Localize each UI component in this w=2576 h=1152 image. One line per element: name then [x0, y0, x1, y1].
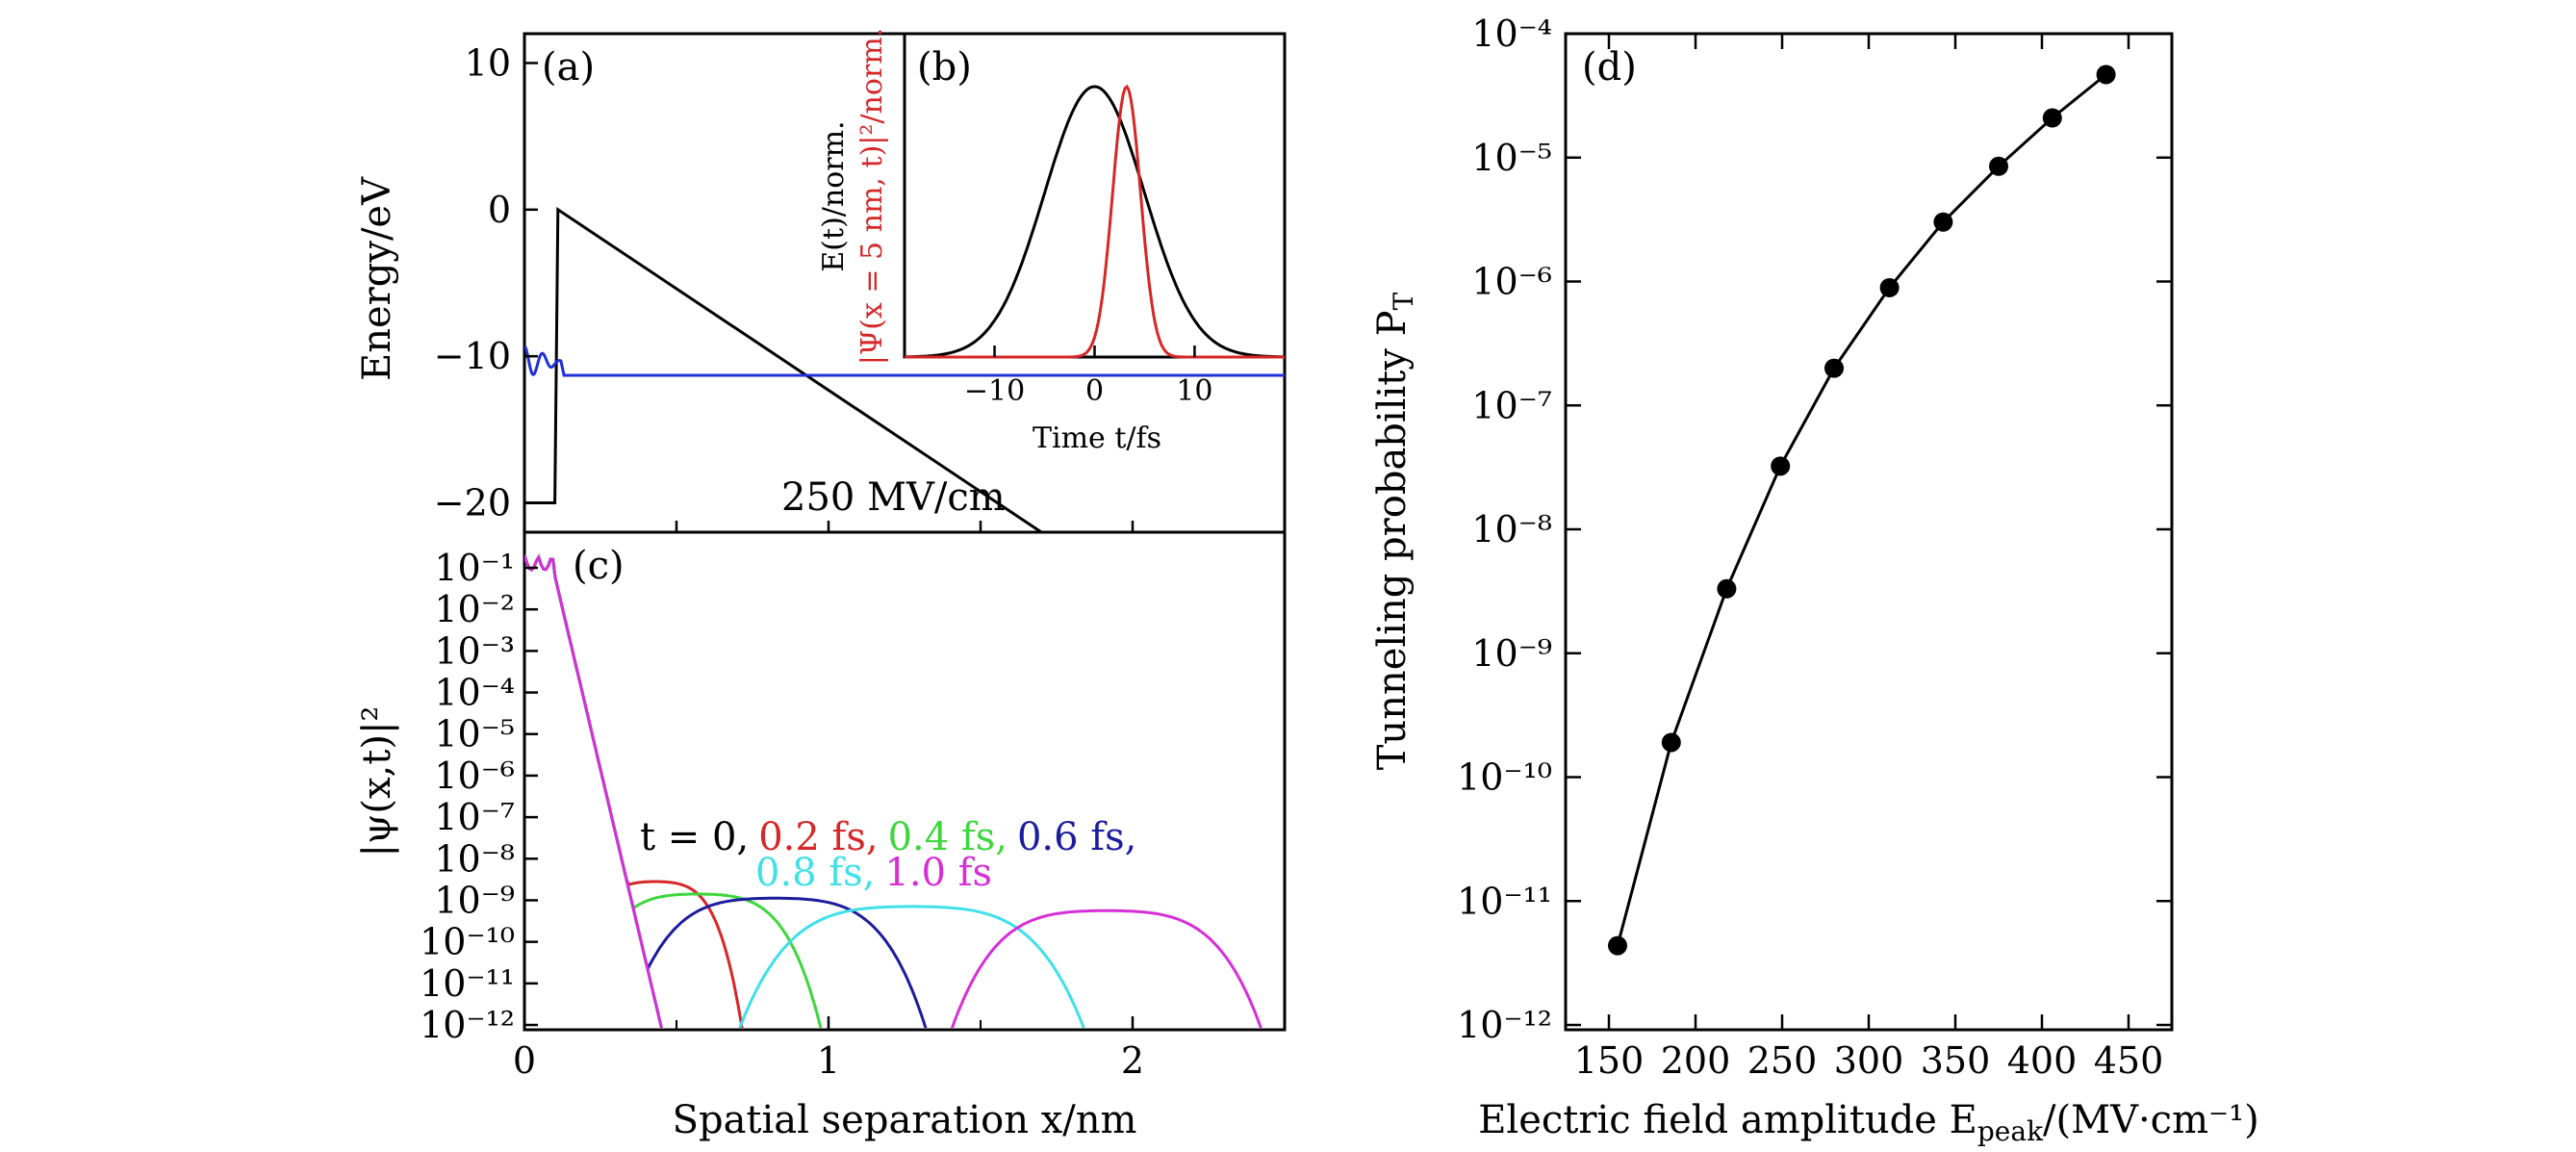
- panel-d-xtick-label: 300: [1834, 1039, 1904, 1082]
- panel-c-ytick-label: 10⁻¹⁰: [420, 921, 515, 963]
- panel-d-xtick-label: 400: [2007, 1039, 2078, 1082]
- panel-a-ytick-label: 0: [488, 189, 511, 231]
- panel-d-ytick-label: 10⁻⁹: [1471, 632, 1552, 675]
- panel-b-tag: (b): [917, 45, 972, 90]
- legend-entry: 0.6 fs,: [1017, 815, 1136, 859]
- field-pulse-line: [905, 85, 1285, 359]
- probability-point: [2096, 64, 2116, 85]
- panel-d-ytick-label: 10⁻⁶: [1471, 261, 1552, 303]
- panel-a-lines: [524, 207, 1285, 532]
- probability-line: [1616, 73, 2107, 946]
- panel-c-ytick-label: 10⁻⁶: [434, 755, 515, 797]
- panel-c-lines: [524, 553, 1262, 1028]
- legend-entry: 1.0 fs: [884, 851, 992, 895]
- panel-d-xtick-label: 250: [1747, 1039, 1818, 1082]
- panel-a-ylabel: Energy/eV: [355, 176, 399, 381]
- panel-b-xtick-label: −10: [964, 374, 1025, 408]
- legend-entry: 0.8 fs,: [755, 851, 875, 895]
- probability-point: [1824, 358, 1844, 378]
- probability-point: [1933, 212, 1953, 232]
- panel-c: (c) 10⁻¹10⁻²10⁻³10⁻⁴10⁻⁵10⁻⁶10⁻⁷10⁻⁸10⁻⁹…: [355, 530, 1287, 1142]
- panel-c-xtick-label: 2: [1121, 1039, 1144, 1082]
- panel-c-tag: (c): [573, 544, 625, 588]
- panel-d-xtick-label: 200: [1661, 1039, 1731, 1082]
- panel-c-ytick-label: 10⁻¹²: [420, 1004, 515, 1046]
- panel-d-ytick-label: 10⁻⁵: [1471, 137, 1552, 179]
- panel-c-ytick-label: 10⁻⁴: [434, 672, 515, 714]
- probability-pulse-line: [905, 84, 1285, 359]
- legend-line-1: t = 0, 0.2 fs, 0.4 fs, 0.6 fs,: [640, 815, 1136, 859]
- psi-curve-1-0-fs: [524, 553, 1262, 1028]
- probability-point: [1989, 156, 2008, 176]
- panel-d-xtick-label: 150: [1574, 1039, 1645, 1082]
- potential-line: [524, 207, 1043, 532]
- ground-state-line: [524, 345, 1285, 377]
- panel-c-ytick-label: 10⁻⁸: [434, 837, 515, 880]
- panel-d-xtick-label: 350: [1921, 1039, 1991, 1082]
- panel-c-ticks: 10⁻¹10⁻²10⁻³10⁻⁴10⁻⁵10⁻⁶10⁻⁷10⁻⁸10⁻⁹10⁻¹…: [420, 547, 1144, 1082]
- panel-d-ytick-label: 10⁻⁷: [1471, 384, 1552, 426]
- panel-c-ytick-label: 10⁻¹¹: [420, 962, 515, 1005]
- panel-c-ytick-label: 10⁻²: [434, 588, 515, 630]
- probability-point: [1717, 578, 1737, 599]
- panel-a-ytick-label: −20: [434, 482, 511, 525]
- psi-curve-0-4-fs: [524, 553, 823, 1028]
- panel-d-ticks: 10⁻⁴ 10⁻⁵ 10⁻⁶ 10⁻⁷ 10⁻⁸ 10⁻⁹ 10⁻¹⁰ 10⁻¹¹ 10⁻¹² 1…: [1457, 13, 2172, 1082]
- panel-a: (a) 250 MV/cm 10 0 −10 −20 Energy/eV: [355, 32, 1287, 534]
- panel-b-lines: [905, 84, 1285, 359]
- panel-b-ylabel-field: E(t)/norm.: [817, 120, 851, 271]
- panel-c-xlabel: Spatial separation x/nm: [673, 1098, 1137, 1142]
- panel-b-xtick-label: 10: [1176, 374, 1212, 408]
- panel-a-ytick-label: −10: [434, 335, 511, 377]
- panel-d-lines: [1608, 64, 2116, 956]
- panel-a-yticks: 10 0 −10 −20: [434, 41, 1135, 532]
- panel-c-ytick-label: 10⁻³: [434, 629, 515, 672]
- probability-point: [1771, 456, 1791, 476]
- probability-point: [1661, 732, 1681, 753]
- legend-entry: t = 0,: [640, 815, 749, 859]
- panel-b-xtick-label: 0: [1085, 374, 1104, 408]
- panel-c-xtick-label: 0: [513, 1039, 536, 1082]
- panel-a-tag: (a): [542, 45, 595, 90]
- panel-c-ytick-label: 10⁻⁵: [434, 713, 515, 755]
- panel-d-ytick-label: 10⁻¹¹: [1457, 880, 1552, 922]
- panel-d-xlabel: Electric field amplitude Epeak/(MV·cm⁻¹): [1478, 1098, 2259, 1147]
- panel-c-ytick-label: 10⁻¹: [434, 547, 515, 589]
- legend-line-2: 0.8 fs, 1.0 fs: [755, 851, 992, 895]
- panel-d-ytick-label: 10⁻¹⁰: [1457, 756, 1552, 799]
- panel-d-frame: [1564, 32, 2174, 1032]
- panel-d: 10⁻⁴ 10⁻⁵ 10⁻⁶ 10⁻⁷ 10⁻⁸ 10⁻⁹ 10⁻¹⁰ 10⁻¹¹ 10⁻¹² 1…: [1370, 13, 2259, 1147]
- panel-c-legend: t = 0, 0.2 fs, 0.4 fs, 0.6 fs,0.8 fs, 1.0 fs: [640, 815, 1136, 895]
- panel-c-xtick-label: 1: [817, 1039, 840, 1082]
- psi-curve-0-2-fs: [524, 553, 744, 1028]
- panel-b-xlabel: Time t/fs: [1033, 422, 1161, 455]
- psi-curve-0-6-fs: [524, 553, 928, 1028]
- panel-a-ytick-label: 10: [465, 41, 511, 84]
- panel-c-ylabel: |ψ(x,t)|²: [355, 706, 399, 858]
- panel-d-ylabel: Tunneling probability PT: [1370, 292, 1419, 770]
- panel-b-ylabel-probability: |Ψ(x = 5 nm, t)|²/norm.: [855, 28, 889, 365]
- probability-point: [2042, 108, 2062, 128]
- panel-d-ytick-label: 10⁻⁴: [1471, 13, 1552, 55]
- panel-d-ytick-label: 10⁻¹²: [1457, 1004, 1552, 1046]
- panel-d-tag: (d): [1582, 45, 1637, 90]
- panel-c-ytick-label: 10⁻⁹: [434, 879, 515, 921]
- field-annotation: 250 MV/cm: [781, 475, 1006, 520]
- panel-b-xticks: −10 0 10: [964, 346, 1213, 408]
- probability-point: [1608, 935, 1627, 956]
- panel-c-frame: [523, 530, 1287, 1032]
- legend-entry: 0.2 fs,: [758, 815, 878, 859]
- probability-point: [1879, 277, 1900, 297]
- panel-d-ytick-label: 10⁻⁸: [1471, 508, 1552, 550]
- panel-b: (b) −10 0 10 Time t/fs E(t)/norm. |Ψ(x = 5…: [817, 28, 1287, 455]
- panel-d-xtick-label: 450: [2094, 1039, 2164, 1082]
- panel-c-ytick-label: 10⁻⁷: [434, 796, 515, 838]
- legend-entry: 0.4 fs,: [888, 815, 1007, 859]
